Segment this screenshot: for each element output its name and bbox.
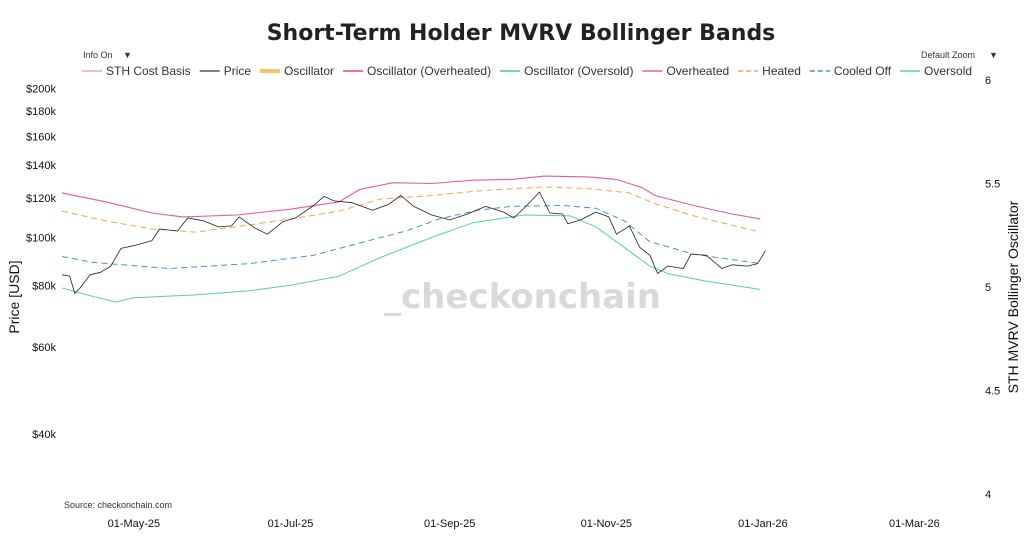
legend-item-oscillator-overheated[interactable]: Oscillator (Overheated) [343,64,491,78]
legend-label: Heated [762,64,801,78]
legend-label: STH Cost Basis [106,64,191,78]
series-overheated [61,175,761,220]
legend-item-cooled-off[interactable]: Cooled Off [809,64,892,78]
y2-axis-title: STH MVRV Bollinger Oscillator [1005,200,1021,393]
y-tick-label: $180k [26,106,56,118]
y2-tick-label: 4.5 [985,386,1000,398]
legend-label: Price [224,64,252,78]
y-tick-label: $80k [32,280,56,292]
y-axis-title: Price [USD] [6,260,22,333]
legend: STH Cost Basis Price Oscillator Oscillator … [82,64,972,78]
legend-label: Oscillator [284,64,334,78]
series-price [61,191,766,294]
x-tick-label: 01-Jul-25 [268,518,314,530]
chart-title: Short-Term Holder MVRV Bollinger Bands [267,21,776,46]
info-toggle-caret-icon[interactable]: ▼ [123,50,132,60]
info-toggle[interactable]: Info On [83,50,113,60]
x-tick-label: 01-Jan-26 [738,518,788,530]
legend-item-oversold[interactable]: Oversold [900,64,972,78]
y-tick-label: $120k [26,193,56,205]
x-tick-label: 01-Mar-26 [889,518,940,530]
x-tick-label: 01-Nov-25 [581,518,632,530]
y-tick-label: $200k [26,83,56,95]
legend-label: Overheated [666,64,729,78]
legend-label: Oscillator (Overheated) [367,64,491,78]
y-tick-label: $60k [32,342,56,354]
y2-tick-label: 5.5 [985,179,1000,191]
y-tick-label: $100k [26,232,56,244]
legend-label: Cooled Off [834,64,892,78]
source-note: Source: checkonchain.com [64,500,172,510]
y2-tick-label: 4 [985,489,991,501]
x-tick-label: 01-May-25 [108,518,161,530]
x-tick-label: 01-Sep-25 [424,518,475,530]
series-oversold [61,214,761,303]
series-cooled-off [61,205,761,269]
series-layer [61,175,766,303]
legend-item-heated[interactable]: Heated [738,64,801,78]
watermark: _checkonchain [384,277,661,317]
legend-item-price[interactable]: Price [199,64,252,78]
legend-label: Oversold [924,64,972,78]
x-axis-ticks: 01-May-25 01-Jul-25 01-Sep-25 01-Nov-25 01-J… [108,518,940,530]
legend-item-oscillator[interactable]: Oscillator [260,64,334,78]
legend-item-overheated[interactable]: Overheated [642,64,729,78]
legend-item-oscillator-oversold[interactable]: Oscillator (Oversold) [500,64,633,78]
y2-tick-label: 5 [985,282,991,294]
y-tick-label: $40k [32,429,56,441]
y2-tick-label: 6 [985,75,991,87]
y-tick-label: $140k [26,160,56,172]
zoom-selector[interactable]: Default Zoom [921,50,975,60]
legend-item-sth-cost-basis[interactable]: STH Cost Basis [82,64,191,78]
legend-label: Oscillator (Oversold) [524,64,633,78]
y2-axis-ticks: 6 5.5 5 4.5 4 [985,75,1000,501]
zoom-selector-caret-icon[interactable]: ▼ [989,50,998,60]
y-axis-ticks: $200k $180k $160k $140k $120k $100k $80k $60k $4… [26,83,56,441]
series-heated [61,186,761,233]
y-tick-label: $160k [26,131,56,143]
